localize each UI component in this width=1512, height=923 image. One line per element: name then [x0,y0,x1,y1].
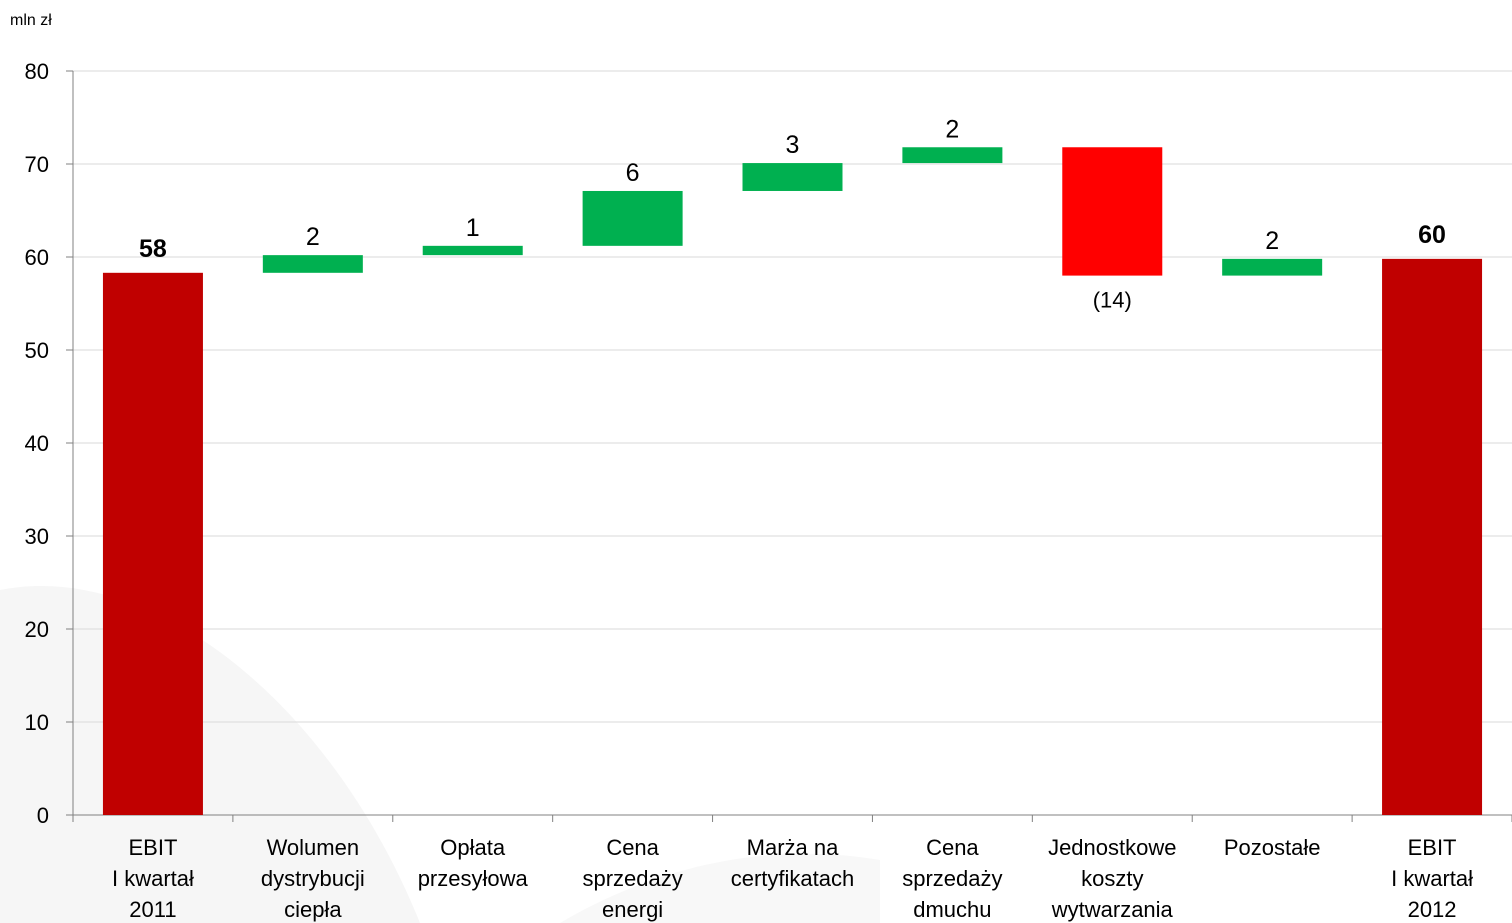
y-tick-label: 50 [25,338,49,363]
category-label: EBIT [1408,835,1457,860]
category-label: przesyłowa [418,866,529,891]
unit-label: mln zł [10,12,52,29]
bar-decrease [1062,147,1163,276]
category-label: sprzedaży [902,866,1002,891]
category-label: ciepła [284,897,342,922]
data-label: 58 [139,235,167,263]
category-label: koszty [1081,866,1143,891]
category-label: Jednostkowe [1048,835,1176,860]
bar-increase [582,190,683,246]
data-label: 2 [306,223,320,251]
category-label: Cena [606,835,659,860]
y-tick-label: 10 [25,710,49,735]
data-label: 6 [626,159,640,187]
bar-increase [902,147,1003,164]
category-label: Pozostałe [1224,835,1321,860]
data-label: 1 [466,214,480,242]
bar-total [102,272,203,815]
y-tick-label: 30 [25,524,49,549]
bar-increase [422,245,523,256]
y-tick-label: 20 [25,617,49,642]
category-label: Marża na [747,835,839,860]
data-label: 2 [1265,227,1279,255]
y-tick-label: 0 [37,803,49,828]
category-label: Cena [926,835,979,860]
category-label: EBIT [128,835,177,860]
category-label: certyfikatach [731,866,855,891]
category-label: Wolumen [267,835,360,860]
y-tick-label: 40 [25,431,49,456]
category-label: sprzedaży [582,866,682,891]
category-label: I kwartał [1391,866,1473,891]
category-label: I kwartał [112,866,194,891]
category-label: dystrybucji [261,866,365,891]
bar-increase [262,255,363,273]
category-label: 2011 [129,897,176,922]
y-tick-label: 70 [25,152,49,177]
y-tick-label: 80 [25,59,49,84]
category-label: Opłata [440,835,506,860]
data-label: (14) [1093,288,1132,313]
bar-total [1382,258,1483,815]
y-tick-label: 60 [25,245,49,270]
category-label: 2012 [1408,897,1457,922]
category-label: dmuchu [913,897,991,922]
bar-increase [1222,258,1323,276]
data-label: 2 [945,115,959,143]
category-label: energi [602,897,663,922]
data-label: 3 [786,131,800,159]
data-label: 60 [1418,221,1446,249]
bar-increase [742,163,843,191]
category-label: wytwarzania [1051,897,1174,922]
